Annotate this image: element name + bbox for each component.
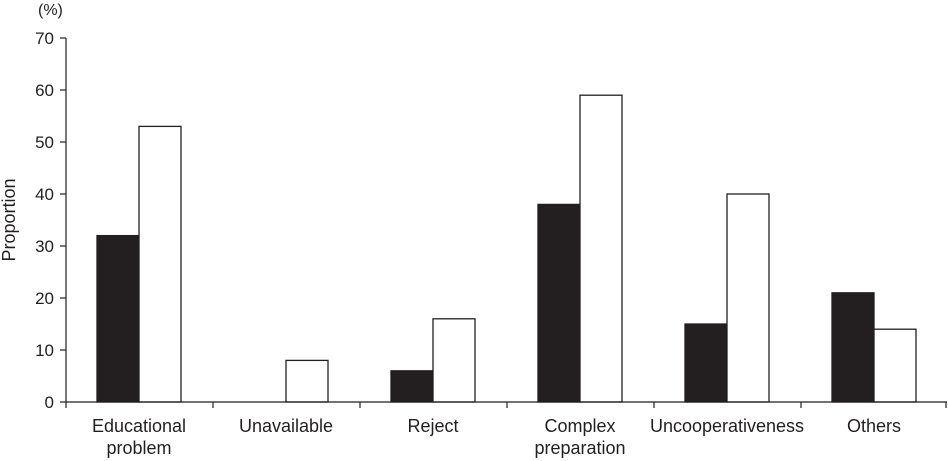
y-tick-label: 60	[35, 81, 54, 100]
y-tick-label: 70	[35, 29, 54, 48]
y-tick-label: 20	[35, 289, 54, 308]
y-tick-label: 40	[35, 185, 54, 204]
y-tick-label: 30	[35, 237, 54, 256]
bar-series2-5	[873, 328, 917, 403]
bar-series1-2	[390, 370, 434, 403]
y-tick-label: 50	[35, 133, 54, 152]
bars	[96, 94, 917, 403]
y-tick-label: 10	[35, 341, 54, 360]
x-category-label: Others	[847, 416, 901, 436]
x-category-label: Reject	[407, 416, 458, 436]
bar-series2-4	[726, 193, 770, 403]
bar-series2-0	[138, 125, 182, 403]
x-axis-category-labels: Educational problem Unavailable Reject Compl…	[92, 416, 901, 458]
bar-series2-1	[285, 359, 329, 403]
y-axis-title: Proportion	[0, 178, 19, 261]
bar-series1-5	[831, 292, 875, 403]
bar-series2-3	[579, 94, 623, 403]
x-category-label: Complex preparation	[534, 416, 625, 458]
y-axis-ticks: 0 10 20 30 40 50 60 70	[35, 29, 67, 412]
x-axis	[65, 401, 947, 408]
bar-series2-2	[432, 318, 476, 403]
bar-series1-4	[684, 323, 728, 403]
x-category-label: Uncooperativeness	[650, 416, 804, 436]
bar-series1-3	[537, 203, 581, 403]
bar-series1-0	[96, 234, 140, 403]
x-category-label: Educational problem	[92, 416, 186, 458]
y-tick-label: 0	[45, 393, 54, 412]
x-category-label: Unavailable	[239, 416, 333, 436]
y-axis-unit-label: (%)	[38, 2, 63, 19]
